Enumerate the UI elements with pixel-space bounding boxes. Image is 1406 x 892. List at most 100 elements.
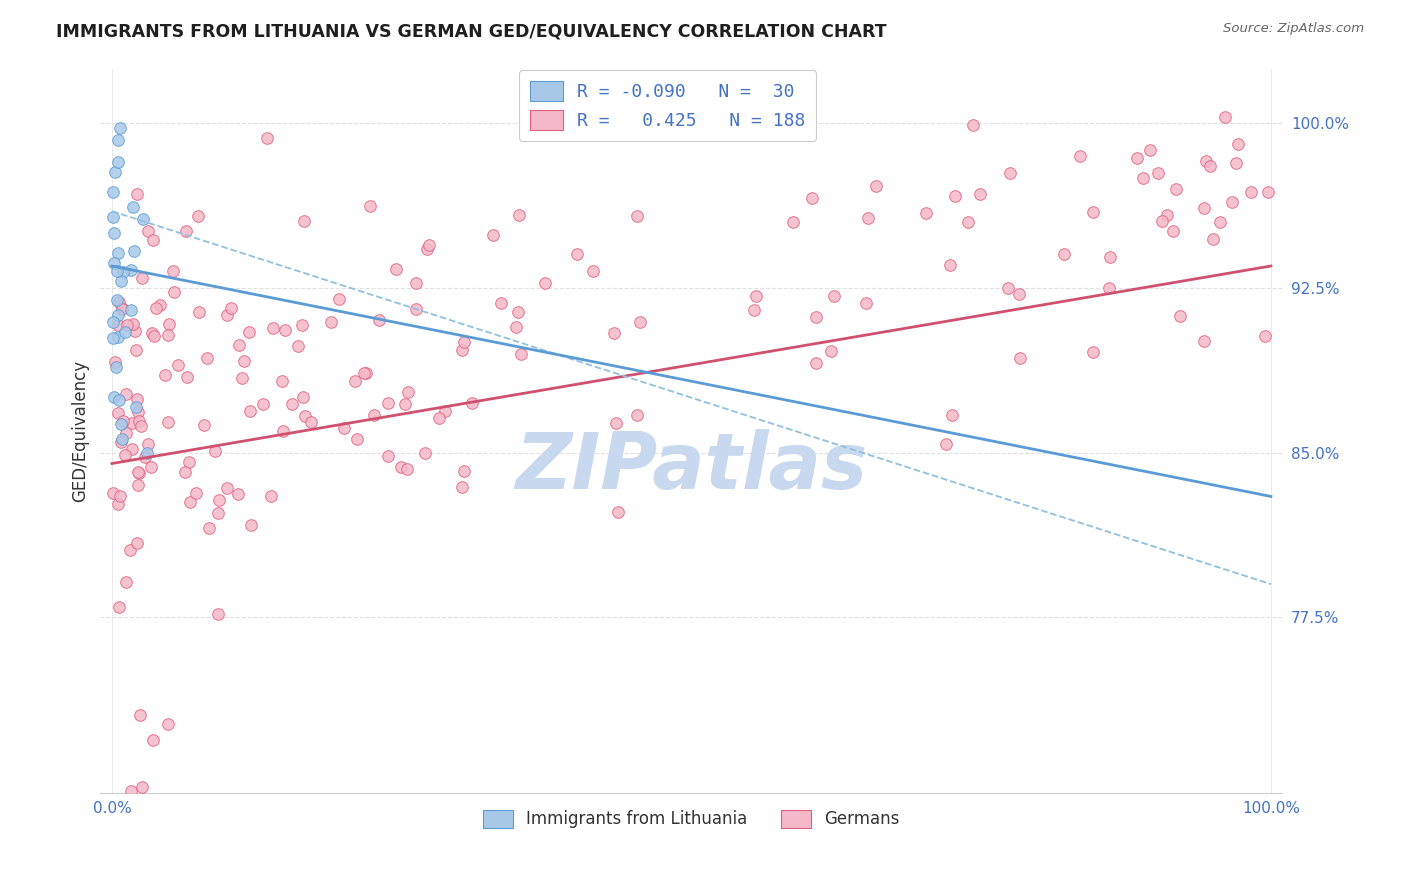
Point [107, 245, 129, 260]
Point [115, 387, 138, 401]
Point [125, 186, 148, 201]
Point [434, 404, 457, 418]
Point [103, 226, 125, 240]
Point [1126, 151, 1149, 165]
Point [198, 521, 221, 535]
Point [451, 479, 474, 493]
Point [1240, 185, 1263, 199]
Point [405, 301, 427, 316]
Point [510, 347, 533, 361]
Point [606, 504, 628, 518]
Point [333, 421, 356, 435]
Point [460, 395, 482, 409]
Point [270, 374, 292, 388]
Point [107, 309, 129, 323]
Point [121, 442, 143, 456]
Point [114, 426, 136, 441]
Point [363, 408, 385, 422]
Point [806, 355, 828, 369]
Point [127, 535, 149, 549]
Point [628, 315, 651, 329]
Point [115, 318, 138, 332]
Point [405, 277, 427, 291]
Point [107, 155, 129, 169]
Point [998, 166, 1021, 180]
Point [565, 247, 588, 261]
Point [256, 131, 278, 145]
Point [174, 465, 197, 479]
Point [1225, 156, 1247, 170]
Point [108, 120, 131, 135]
Point [299, 415, 322, 429]
Point [239, 404, 262, 418]
Point [482, 228, 505, 243]
Point [141, 326, 163, 340]
Point [105, 264, 128, 278]
Point [131, 270, 153, 285]
Point [291, 390, 314, 404]
Point [1081, 205, 1104, 219]
Point [415, 243, 437, 257]
Point [394, 397, 416, 411]
Point [941, 408, 963, 422]
Point [114, 325, 136, 339]
Point [1192, 334, 1215, 349]
Point [801, 191, 824, 205]
Point [915, 205, 938, 219]
Point [136, 437, 159, 451]
Point [129, 708, 152, 723]
Point [377, 396, 399, 410]
Point [107, 497, 129, 511]
Point [1166, 182, 1188, 196]
Point [143, 329, 166, 343]
Point [962, 118, 984, 132]
Point [110, 417, 132, 431]
Point [1208, 215, 1230, 229]
Point [120, 784, 142, 798]
Point [505, 320, 527, 334]
Point [820, 343, 842, 358]
Point [1010, 351, 1032, 366]
Point [129, 419, 152, 434]
Point [453, 464, 475, 478]
Point [125, 343, 148, 357]
Point [104, 164, 127, 178]
Point [385, 262, 408, 277]
Point [1170, 309, 1192, 323]
Point [156, 328, 179, 343]
Point [142, 732, 165, 747]
Point [122, 244, 145, 258]
Point [294, 409, 316, 423]
Point [176, 370, 198, 384]
Point [389, 460, 412, 475]
Point [145, 301, 167, 316]
Point [1008, 287, 1031, 301]
Point [605, 416, 627, 430]
Point [957, 215, 980, 229]
Point [935, 436, 957, 450]
Point [395, 461, 418, 475]
Point [125, 400, 148, 414]
Point [377, 449, 399, 463]
Point [217, 309, 239, 323]
Point [112, 265, 135, 279]
Point [344, 374, 367, 388]
Point [127, 465, 149, 479]
Point [823, 289, 845, 303]
Point [943, 189, 966, 203]
Point [101, 486, 124, 500]
Point [1139, 144, 1161, 158]
Point [208, 493, 231, 508]
Point [163, 285, 186, 299]
Point [111, 301, 134, 315]
Point [508, 208, 530, 222]
Point [217, 481, 239, 495]
Point [1222, 194, 1244, 209]
Point [489, 296, 512, 310]
Point [997, 280, 1019, 294]
Point [107, 133, 129, 147]
Point [228, 338, 250, 352]
Point [139, 460, 162, 475]
Point [281, 397, 304, 411]
Point [1213, 110, 1236, 124]
